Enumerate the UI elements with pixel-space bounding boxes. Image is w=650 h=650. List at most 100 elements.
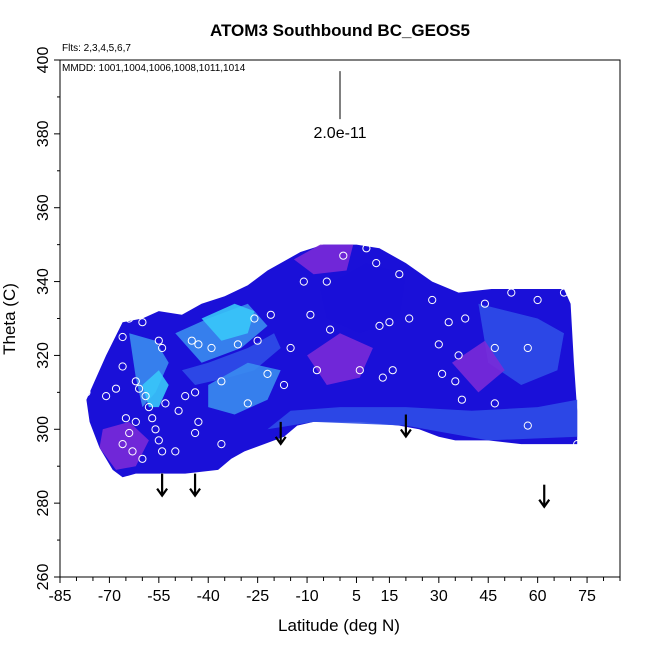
sample-point-marker <box>573 440 582 449</box>
sample-point-marker <box>428 295 437 305</box>
sample-point-marker <box>158 343 167 353</box>
y-tick-label: 380 <box>35 120 52 147</box>
x-axis-label: Latitude (deg N) <box>278 616 400 635</box>
field-patch-purple <box>452 340 505 393</box>
wind-arrow <box>189 473 201 498</box>
sample-point-marker <box>217 440 226 449</box>
x-tick-label: -25 <box>246 588 269 605</box>
wind-arrow <box>274 421 287 446</box>
sample-point-marker <box>326 325 335 334</box>
sample-point-marker <box>191 428 200 438</box>
x-axis: -85 -70 -55 -40 -25 -10 5 15 30 45 60 75 <box>48 577 621 605</box>
field-patch-deep_blue <box>320 263 406 334</box>
sample-point-marker <box>154 436 163 445</box>
sample-point-marker <box>444 318 453 327</box>
sample-point-marker <box>138 454 147 463</box>
plot-area: 2.0e-11 <box>82 71 582 509</box>
sample-point-marker <box>457 395 466 404</box>
sample-point-marker <box>378 373 387 382</box>
sample-point-marker <box>125 314 134 323</box>
sample-point-marker <box>523 343 532 353</box>
scale-reference: 2.0e-11 <box>313 71 367 142</box>
sample-point-marker <box>434 340 443 349</box>
sample-point-marker <box>138 318 147 327</box>
wind-arrow <box>399 414 412 439</box>
sample-point-marker <box>191 388 200 397</box>
sample-point-marker <box>118 440 127 449</box>
sample-point-marker <box>128 447 137 456</box>
sample-point-marker <box>322 277 331 286</box>
sample-point-marker <box>154 336 163 345</box>
sample-point-marker <box>141 392 150 401</box>
sample-point-marker <box>339 251 348 260</box>
sample-point-marker <box>131 377 140 386</box>
x-tick-label: -55 <box>147 588 170 605</box>
sample-point-marker <box>158 447 167 456</box>
chart-title: ATOM3 Southbound BC_GEOS5 <box>210 21 470 40</box>
sample-point-marker <box>490 343 499 353</box>
x-tick-label: 5 <box>352 588 361 605</box>
sample-point-marker <box>559 288 569 297</box>
y-tick-label: 300 <box>35 416 52 443</box>
sample-point-marker <box>125 428 134 438</box>
y-axis: 260 280 300 320 340 360 380 400 <box>35 47 60 591</box>
sample-point-marker <box>461 314 470 323</box>
sample-point-marker <box>151 425 160 434</box>
sample-point-marker <box>573 292 582 301</box>
y-tick-label: 260 <box>35 564 52 591</box>
sample-point-marker <box>490 399 499 408</box>
wind-arrows <box>156 414 551 509</box>
sample-point-marker <box>194 340 203 349</box>
field-patch-mid_blue <box>181 333 281 385</box>
sample-point-marker <box>118 362 127 371</box>
sample-point-marker <box>355 366 364 375</box>
dates-label: MMDD: 1001,1004,1006,1008,1011,1014 <box>62 63 246 74</box>
x-tick-label: -10 <box>295 588 318 605</box>
sample-point-marker <box>131 417 140 426</box>
sample-point-marker <box>266 310 275 319</box>
sample-point-marker <box>253 336 262 345</box>
sample-point-marker <box>144 403 153 412</box>
field-patch-mid_blue <box>267 399 578 441</box>
sample-point-marker <box>395 270 404 279</box>
sample-point-marker <box>372 259 381 268</box>
field-patch-purple <box>99 421 149 470</box>
sample-point-marker <box>388 366 397 375</box>
sample-point-marker <box>263 369 272 378</box>
y-tick-label: 360 <box>35 194 52 221</box>
sample-point-marker <box>451 377 460 386</box>
sample-point-marker <box>312 366 321 375</box>
sample-point-marker <box>111 384 121 393</box>
sample-point-marker <box>507 288 516 297</box>
sample-point-marker <box>161 399 170 408</box>
sample-point-marker <box>299 277 308 286</box>
x-tick-label: 45 <box>479 588 497 605</box>
sample-point-marker <box>194 417 203 426</box>
flights-label: Flts: 2,3,4,5,6,7 <box>62 43 131 54</box>
x-tick-label: 15 <box>381 588 399 605</box>
field-patch-cyan <box>201 303 255 341</box>
sample-point-marker <box>405 314 414 323</box>
sample-point-marker <box>375 321 384 330</box>
sample-point-marker <box>82 388 91 397</box>
sample-point-marker <box>102 392 111 401</box>
y-tick-label: 280 <box>35 490 52 517</box>
y-axis-label: Theta (C) <box>0 283 19 355</box>
y-tick-label: 400 <box>35 47 52 74</box>
sample-point-marker <box>480 299 489 308</box>
x-tick-label: 60 <box>529 588 547 605</box>
sample-point-marker <box>385 318 394 327</box>
sample-point-marker <box>306 310 315 319</box>
x-tick-label: 75 <box>578 588 596 605</box>
sample-point-marker <box>362 244 371 253</box>
sample-point-marker <box>181 392 190 401</box>
sample-point-marker <box>121 414 131 423</box>
sample-point-marker <box>233 340 242 349</box>
y-tick-label: 340 <box>35 268 52 295</box>
sample-point-marker <box>250 314 259 323</box>
sample-point-marker <box>533 295 542 305</box>
sample-point-marker <box>418 255 427 264</box>
x-tick-label: -85 <box>48 588 71 605</box>
sample-point-marker <box>174 406 183 415</box>
